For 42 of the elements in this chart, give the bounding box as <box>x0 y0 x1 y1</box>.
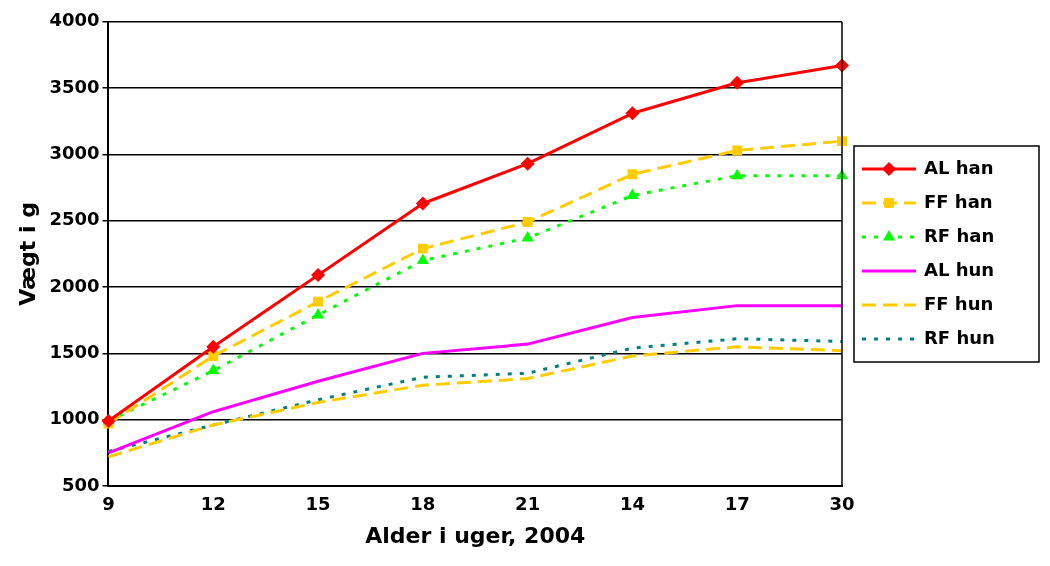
point <box>101 414 116 429</box>
point <box>520 156 535 171</box>
point <box>731 168 744 180</box>
y-axis-title: Vægt i g <box>14 202 40 306</box>
point <box>312 307 325 319</box>
x-tick-label: 12 <box>200 493 226 515</box>
point <box>730 75 745 90</box>
x-tick-label: 21 <box>515 493 541 515</box>
point <box>627 169 638 180</box>
x-tick-label: 9 <box>102 493 115 515</box>
point <box>311 268 326 283</box>
legend-label: AL hun <box>924 258 995 280</box>
point <box>522 217 533 228</box>
point <box>415 196 430 211</box>
point <box>417 243 428 254</box>
y-tick-label: 3000 <box>49 142 100 164</box>
legend-label: FF hun <box>924 292 994 314</box>
legend-label: AL han <box>924 156 994 178</box>
x-tick-label: 18 <box>410 493 436 515</box>
y-tick-label: 2000 <box>49 274 100 296</box>
point <box>732 145 743 156</box>
point <box>625 106 640 121</box>
x-axis-title: Alder i uger, 2004 <box>365 522 586 548</box>
point <box>416 253 429 265</box>
x-tick-label: 15 <box>305 493 331 515</box>
point <box>206 339 221 354</box>
y-tick-label: 2500 <box>49 208 100 230</box>
y-tick-label: 1500 <box>49 341 100 363</box>
legend-label: RF hun <box>924 326 995 348</box>
legend-label: RF han <box>924 224 995 246</box>
point <box>626 188 639 200</box>
y-tick-label: 500 <box>61 473 100 495</box>
point <box>313 296 324 307</box>
point <box>207 363 220 375</box>
x-tick-label: 17 <box>724 493 750 515</box>
point <box>521 230 534 242</box>
x-tick-label: 30 <box>829 493 855 515</box>
x-tick-label: 14 <box>619 493 645 515</box>
y-tick-label: 3500 <box>49 75 100 97</box>
legend-label: FF han <box>924 190 993 212</box>
y-tick-label: 4000 <box>49 9 100 31</box>
y-tick-label: 1000 <box>49 407 100 429</box>
